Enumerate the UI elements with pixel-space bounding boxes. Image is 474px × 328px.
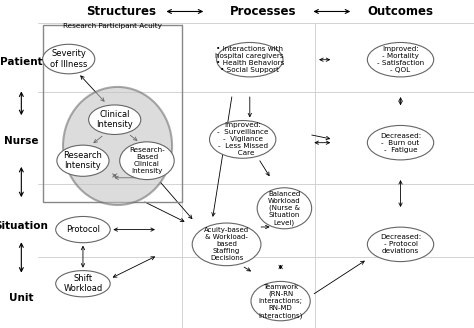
Ellipse shape (55, 271, 110, 297)
Text: Acuity-based
& Workload-
based
Staffing
Decisions: Acuity-based & Workload- based Staffing … (204, 227, 249, 261)
Text: Improved:
- Mortality
- Satisfaction
- QOL: Improved: - Mortality - Satisfaction - Q… (377, 46, 424, 73)
Text: Research-
Based
Clinical
Intensity: Research- Based Clinical Intensity (129, 147, 165, 174)
Text: Decreased:
- Protocol
deviations: Decreased: - Protocol deviations (380, 235, 421, 254)
Text: Shift
Workload: Shift Workload (64, 274, 102, 294)
Text: Unit: Unit (9, 294, 34, 303)
Ellipse shape (119, 142, 174, 179)
Text: Teamwork
(RN-RN
interactions;
RN-MD
interactions): Teamwork (RN-RN interactions; RN-MD inte… (258, 284, 303, 318)
Ellipse shape (210, 121, 276, 158)
Text: Severity
of Illness: Severity of Illness (50, 49, 87, 69)
Ellipse shape (43, 44, 95, 74)
Ellipse shape (367, 42, 434, 77)
Text: Balanced
Workload
(Nurse &
Situation
Level): Balanced Workload (Nurse & Situation Lev… (268, 191, 301, 226)
Text: Research Participant Acuity: Research Participant Acuity (63, 23, 162, 29)
Text: Outcomes: Outcomes (367, 5, 434, 18)
Ellipse shape (251, 281, 310, 321)
Ellipse shape (367, 227, 434, 262)
Text: Protocol: Protocol (66, 225, 100, 234)
Text: Research
Intensity: Research Intensity (64, 151, 102, 171)
Text: Patient: Patient (0, 57, 43, 67)
Ellipse shape (89, 105, 141, 134)
Text: Nurse: Nurse (4, 136, 38, 146)
Ellipse shape (63, 87, 172, 205)
Text: Structures: Structures (86, 5, 156, 18)
Ellipse shape (217, 42, 283, 77)
Text: Clinical
Intensity: Clinical Intensity (96, 110, 133, 130)
Ellipse shape (367, 125, 434, 160)
Text: Situation: Situation (0, 221, 48, 231)
Ellipse shape (257, 188, 311, 229)
Text: Improved:
-  Surveillance
-  Vigilance
-  Less Missed
   Care: Improved: - Surveillance - Vigilance - L… (217, 122, 268, 156)
Ellipse shape (192, 223, 261, 266)
Text: Processes: Processes (230, 5, 296, 18)
Bar (43, 25, 182, 202)
Text: • Interactions with
hospital caregivers
• Health Behaviors
• Social Support: • Interactions with hospital caregivers … (216, 46, 284, 73)
Ellipse shape (57, 145, 109, 176)
Text: Decreased:
-  Burn out
-  Fatigue: Decreased: - Burn out - Fatigue (380, 133, 421, 153)
Ellipse shape (55, 216, 110, 243)
